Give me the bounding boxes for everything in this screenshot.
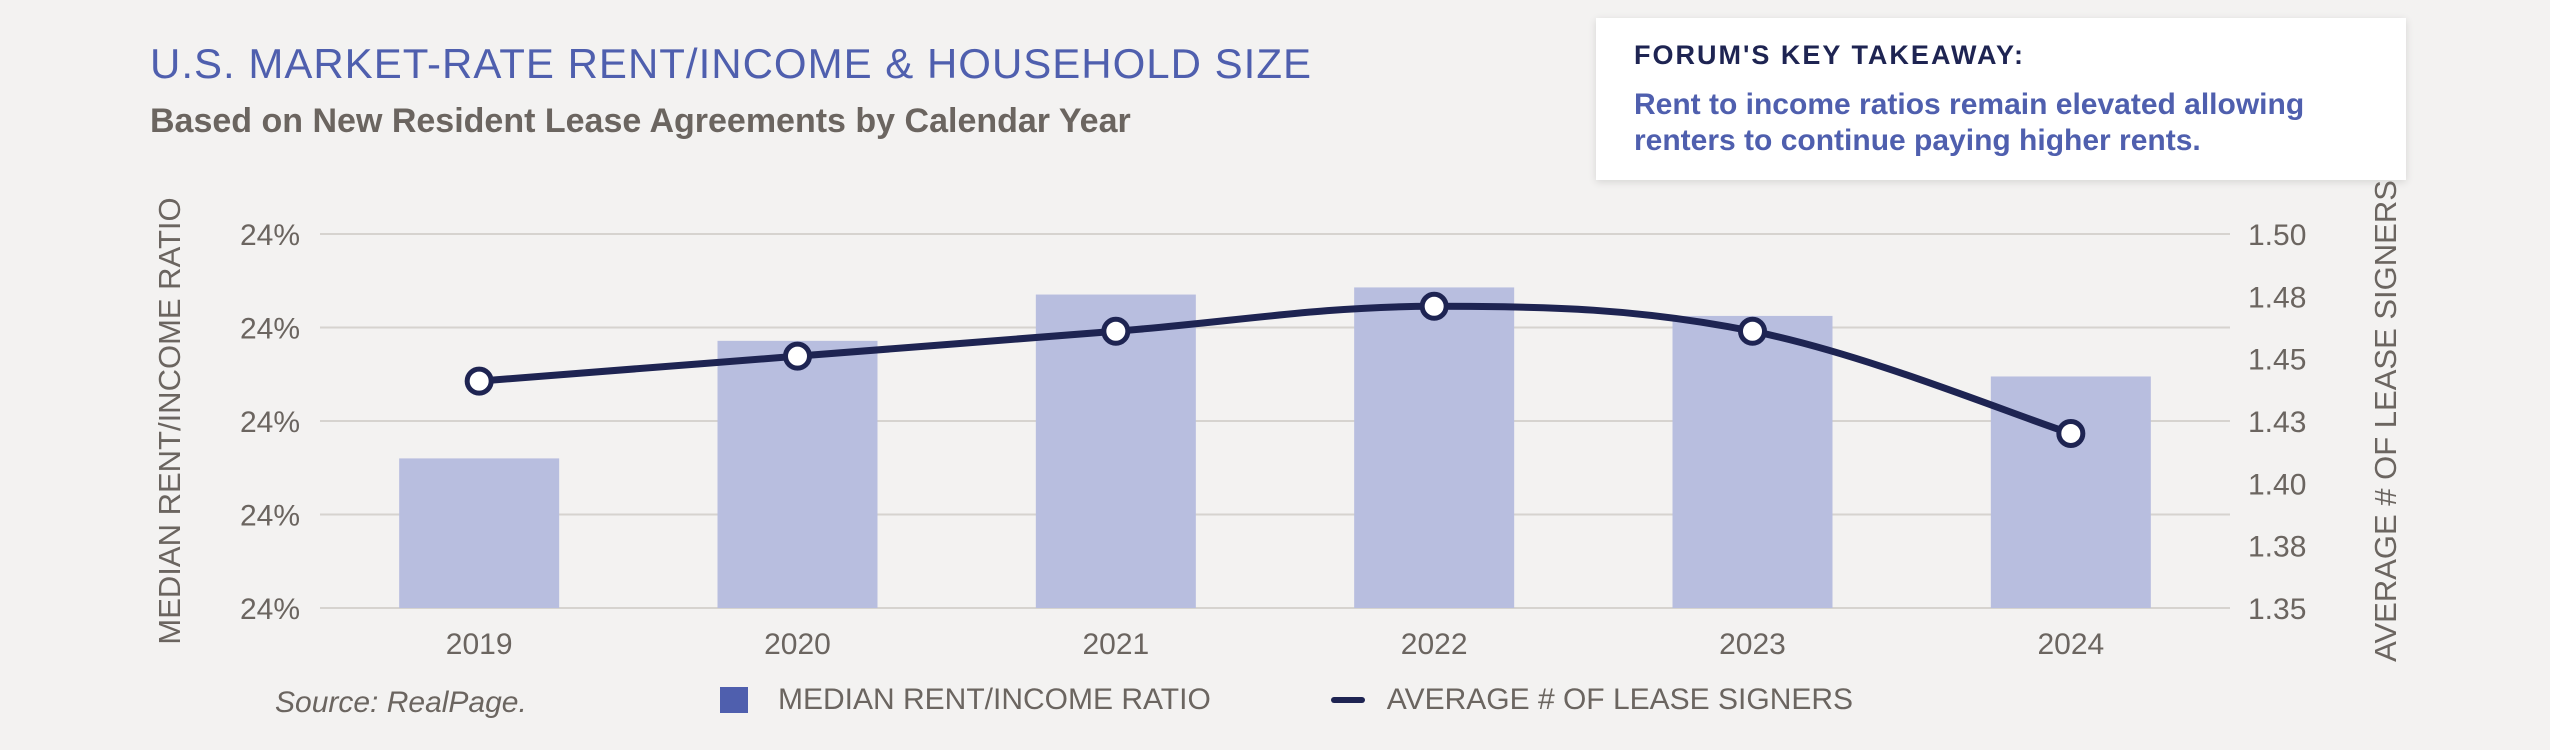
source-note: Source: RealPage. bbox=[275, 686, 527, 719]
x-tick-label: 2019 bbox=[446, 628, 513, 661]
bar bbox=[717, 340, 878, 608]
chart-subtitle: Based on New Resident Lease Agreements b… bbox=[150, 102, 1131, 140]
y-tick-label: 24% bbox=[240, 219, 300, 252]
x-tick-label: 2020 bbox=[764, 628, 831, 661]
legend-swatch-line bbox=[1330, 697, 1365, 703]
key-takeaway-box: FORUM'S KEY TAKEAWAY: Rent to income rat… bbox=[1596, 18, 2406, 180]
y-tick-label: 24% bbox=[240, 500, 300, 533]
y-tick-label: 24% bbox=[240, 406, 300, 439]
x-tick-label: 2021 bbox=[1082, 628, 1149, 661]
y2-tick-label: 1.45 bbox=[2248, 344, 2306, 377]
x-tick-label: 2024 bbox=[2037, 628, 2104, 661]
y2-tick-label: 1.40 bbox=[2248, 468, 2306, 501]
x-tick-label: 2023 bbox=[1719, 628, 1786, 661]
legend: MEDIAN RENT/INCOME RATIO AVERAGE # OF LE… bbox=[720, 683, 1973, 717]
line-point bbox=[1101, 316, 1131, 346]
legend-item-line: AVERAGE # OF LEASE SIGNERS bbox=[1330, 683, 1854, 717]
bar bbox=[1672, 315, 1833, 608]
bar bbox=[1354, 287, 1515, 608]
bar bbox=[1035, 294, 1196, 608]
line-point bbox=[2056, 418, 2086, 448]
line-point bbox=[783, 341, 812, 371]
legend-swatch-bar bbox=[720, 687, 748, 713]
y-tick-label: 24% bbox=[240, 593, 300, 626]
bar bbox=[399, 458, 560, 608]
y-tick-label: 24% bbox=[240, 313, 300, 346]
y2-tick-label: 1.48 bbox=[2248, 281, 2306, 314]
y2-tick-label: 1.43 bbox=[2248, 406, 2306, 439]
y2-tick-label: 1.35 bbox=[2248, 593, 2306, 626]
takeaway-heading: FORUM'S KEY TAKEAWAY: bbox=[1634, 40, 2025, 70]
y-axis-title: MEDIAN RENT/INCOME RATIO bbox=[152, 197, 187, 644]
legend-label-bar: MEDIAN RENT/INCOME RATIO bbox=[778, 683, 1211, 716]
y2-tick-label: 1.50 bbox=[2248, 219, 2306, 252]
chart-title: U.S. MARKET-RATE RENT/INCOME & HOUSEHOLD… bbox=[150, 40, 1313, 87]
line-point bbox=[464, 366, 494, 396]
series-line bbox=[475, 302, 2075, 437]
legend-label-line: AVERAGE # OF LEASE SIGNERS bbox=[1386, 683, 1854, 716]
y2-axis-title: AVERAGE # OF LEASE SIGNERS bbox=[2368, 180, 2403, 662]
legend-item-bar: MEDIAN RENT/INCOME RATIO bbox=[720, 683, 1211, 717]
takeaway-text: Rent to income ratios remain elevated al… bbox=[1634, 88, 2305, 157]
y2-tick-label: 1.38 bbox=[2248, 531, 2306, 564]
line-point bbox=[1419, 291, 1449, 321]
x-tick-label: 2022 bbox=[1401, 628, 1468, 661]
line-point bbox=[1738, 316, 1767, 346]
